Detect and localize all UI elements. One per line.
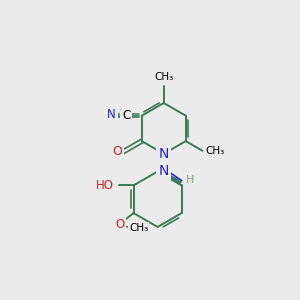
Text: N: N [107,108,116,122]
Text: C: C [122,109,130,122]
Text: N: N [159,147,169,161]
Text: H: H [186,175,194,185]
Text: CH₃: CH₃ [129,223,148,233]
Text: CH₃: CH₃ [206,146,225,156]
Text: O: O [112,146,122,158]
Text: CH₃: CH₃ [154,72,173,82]
Text: HO: HO [96,179,114,192]
Text: N: N [159,164,169,178]
Text: O: O [115,218,124,231]
